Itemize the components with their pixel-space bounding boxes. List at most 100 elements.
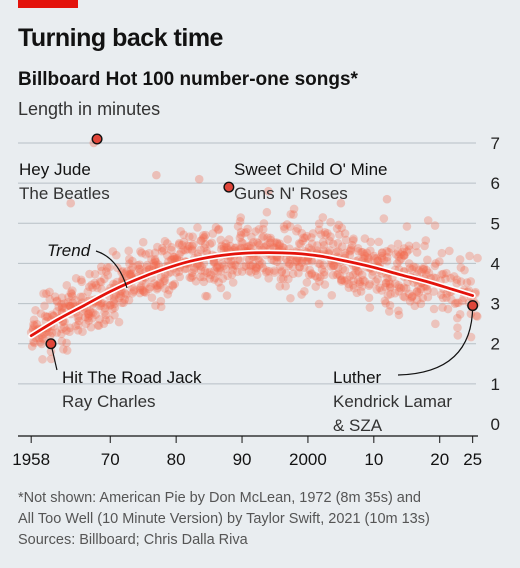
- song-dot: [337, 242, 347, 252]
- song-dot: [295, 263, 304, 272]
- song-dot: [228, 265, 237, 275]
- label-luther-artist-1: Kendrick Lamar: [333, 392, 452, 411]
- song-dot: [465, 251, 474, 261]
- song-dot: [167, 242, 176, 252]
- song-dot: [195, 261, 205, 271]
- song-dot: [442, 293, 451, 302]
- song-dot: [64, 292, 73, 302]
- song-dot: [284, 261, 293, 271]
- song-dot: [122, 290, 131, 299]
- song-dot: [81, 319, 91, 329]
- song-dot: [160, 276, 170, 286]
- song-dot: [149, 258, 159, 268]
- song-dot: [233, 267, 242, 277]
- song-dot: [383, 290, 393, 300]
- song-dot: [391, 279, 400, 289]
- song-dot: [316, 272, 325, 282]
- song-dot: [142, 260, 152, 270]
- song-dot: [99, 319, 109, 329]
- song-dot: [156, 296, 166, 306]
- song-dot: [304, 243, 314, 253]
- song-dot: [233, 222, 243, 231]
- song-dot: [68, 292, 77, 301]
- song-dot: [125, 259, 134, 268]
- song-dot: [227, 262, 237, 271]
- song-dot: [377, 286, 386, 295]
- song-dot: [363, 253, 373, 262]
- song-dot: [52, 297, 62, 306]
- song-dot: [300, 286, 309, 296]
- song-dot: [235, 233, 245, 243]
- song-dot: [405, 297, 415, 306]
- song-dot: [76, 275, 86, 285]
- song-dot: [74, 320, 83, 330]
- song-dot: [269, 256, 279, 266]
- song-dot: [391, 250, 401, 259]
- song-dot: [208, 229, 218, 238]
- song-dot: [209, 258, 219, 267]
- song-dot: [342, 275, 352, 285]
- song-dot: [154, 260, 163, 269]
- song-dot: [441, 274, 450, 284]
- song-dot: [275, 239, 284, 248]
- song-dot: [449, 272, 459, 281]
- song-dot: [215, 263, 225, 272]
- song-dot: [80, 312, 90, 322]
- song-dot: [431, 273, 440, 283]
- song-dot: [333, 263, 343, 273]
- song-dot: [101, 315, 111, 325]
- song-dot: [261, 267, 271, 277]
- song-dot: [387, 244, 396, 253]
- song-dot: [52, 328, 62, 337]
- song-dot: [160, 284, 170, 293]
- song-dot: [394, 252, 403, 261]
- song-dot: [152, 284, 162, 294]
- song-dot: [423, 216, 433, 225]
- song-dot: [199, 272, 208, 282]
- song-dot: [241, 261, 251, 271]
- song-dot: [102, 263, 112, 272]
- song-dot: [188, 268, 197, 278]
- song-dot: [456, 277, 466, 286]
- song-dot: [191, 276, 201, 286]
- song-dot: [62, 346, 72, 355]
- song-dot: [411, 241, 421, 251]
- song-dot: [269, 266, 279, 275]
- song-dot: [345, 246, 355, 256]
- song-dot: [155, 280, 165, 290]
- song-dot: [292, 256, 301, 265]
- song-dot: [170, 254, 180, 264]
- song-dot: [217, 241, 227, 251]
- song-dot: [155, 279, 165, 288]
- song-dot: [330, 261, 339, 271]
- song-dot: [95, 277, 105, 286]
- trend-line-group: [28, 249, 476, 339]
- song-dot: [142, 263, 152, 272]
- song-dot: [57, 303, 67, 313]
- song-dot: [259, 219, 269, 228]
- song-dot: [37, 339, 47, 349]
- song-dot: [360, 251, 370, 261]
- song-dot: [127, 269, 137, 278]
- label-road-jack-artist: Ray Charles: [62, 392, 156, 411]
- song-dot: [423, 286, 432, 295]
- song-dot: [85, 269, 94, 279]
- song-dot: [304, 270, 314, 280]
- chart-subtitle: Billboard Hot 100 number-one songs*: [18, 69, 358, 90]
- song-dot: [118, 266, 127, 276]
- song-dot: [264, 186, 273, 196]
- song-dot: [244, 241, 254, 251]
- song-dot: [176, 227, 186, 236]
- song-dot: [188, 232, 198, 242]
- song-dot: [289, 210, 298, 219]
- song-dot: [124, 246, 133, 256]
- song-dot: [332, 224, 342, 233]
- song-dot: [175, 250, 184, 259]
- song-dot: [86, 308, 96, 317]
- song-dot: [286, 209, 296, 219]
- song-dot: [319, 240, 329, 250]
- song-dot: [105, 301, 115, 310]
- song-dot: [258, 263, 268, 273]
- song-dot: [216, 267, 226, 276]
- song-dot: [305, 265, 314, 275]
